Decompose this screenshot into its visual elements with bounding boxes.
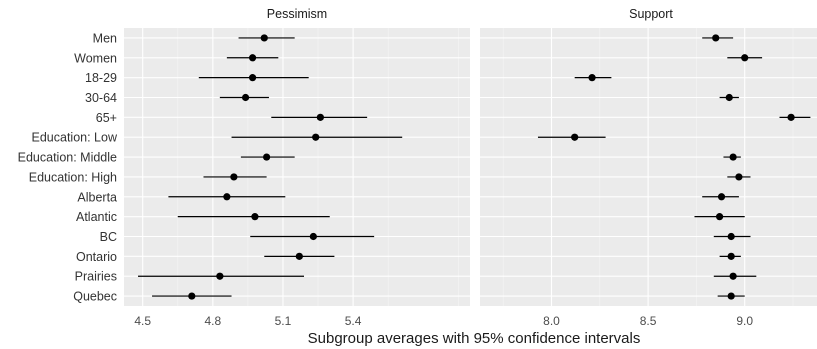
x-tick-label: 8.0 [543, 314, 560, 328]
point-support-ontario [727, 252, 735, 260]
point-support-prairies [729, 272, 737, 280]
category-axis: Men Women 18-29 30-64 65+ Education: Low Educa… [18, 31, 118, 303]
panel-title-support: Support [629, 7, 673, 21]
point-pessimism-30-64 [241, 93, 250, 102]
category-label-atlantic: Atlantic [76, 210, 117, 224]
point-pessimism-education-low [312, 133, 320, 141]
category-label-prairies: Prairies [75, 270, 117, 284]
category-label-18-29: 18-29 [85, 71, 117, 85]
panel-background [124, 28, 470, 306]
point-pessimism-65 [316, 113, 324, 121]
point-pessimism-ontario [295, 252, 303, 260]
category-label-65: 65+ [96, 111, 117, 125]
x-tick-label: 9.0 [736, 314, 753, 328]
category-label-30-64: 30-64 [85, 91, 117, 105]
point-support-women [741, 54, 749, 62]
panel-support: Support 8.0 8.5 9.0 [480, 7, 817, 328]
point-support-atlantic [715, 213, 724, 221]
point-support-education-middle [729, 153, 737, 161]
point-support-30-64 [725, 93, 733, 102]
category-label-quebec: Quebec [73, 290, 117, 304]
category-label-ontario: Ontario [76, 250, 117, 264]
x-tick-label: 8.5 [640, 314, 657, 328]
point-support-alberta [717, 193, 726, 201]
x-axis-title: Subgroup averages with 95% confidence in… [308, 330, 641, 347]
point-pessimism-women [248, 54, 257, 62]
point-pessimism-men [260, 34, 268, 42]
panel-title-pessimism: Pessimism [267, 7, 327, 21]
point-support-quebec [727, 292, 735, 300]
x-tick-label: 5.4 [345, 314, 362, 328]
point-support-education-low [571, 133, 579, 141]
point-pessimism-bc [309, 232, 317, 241]
point-pessimism-education-middle [263, 153, 271, 161]
category-label-education-middle: Education: Middle [18, 151, 117, 165]
point-pessimism-18-29 [248, 74, 257, 82]
point-pessimism-atlantic [251, 213, 259, 221]
category-label-women: Women [74, 51, 117, 65]
point-pessimism-quebec [188, 292, 196, 300]
x-tick-label: 4.5 [134, 314, 151, 328]
point-support-bc [727, 232, 735, 241]
category-label-men: Men [93, 31, 117, 45]
point-support-education-high [735, 173, 743, 181]
x-tick-label: 4.8 [204, 314, 221, 328]
point-support-65 [787, 113, 795, 121]
category-label-bc: BC [100, 230, 117, 244]
category-label-education-high: Education: High [29, 170, 117, 184]
point-support-men [712, 34, 720, 42]
category-label-alberta: Alberta [77, 190, 117, 204]
point-pessimism-alberta [223, 193, 231, 201]
panel-pessimism: Pessimism 4.5 4.8 5.1 5.4 [124, 7, 470, 328]
point-support-18-29 [588, 74, 596, 82]
point-pessimism-education-high [230, 173, 238, 181]
point-pessimism-prairies [216, 272, 224, 280]
x-tick-label: 5.1 [275, 314, 292, 328]
category-label-education-low: Education: Low [32, 131, 118, 145]
